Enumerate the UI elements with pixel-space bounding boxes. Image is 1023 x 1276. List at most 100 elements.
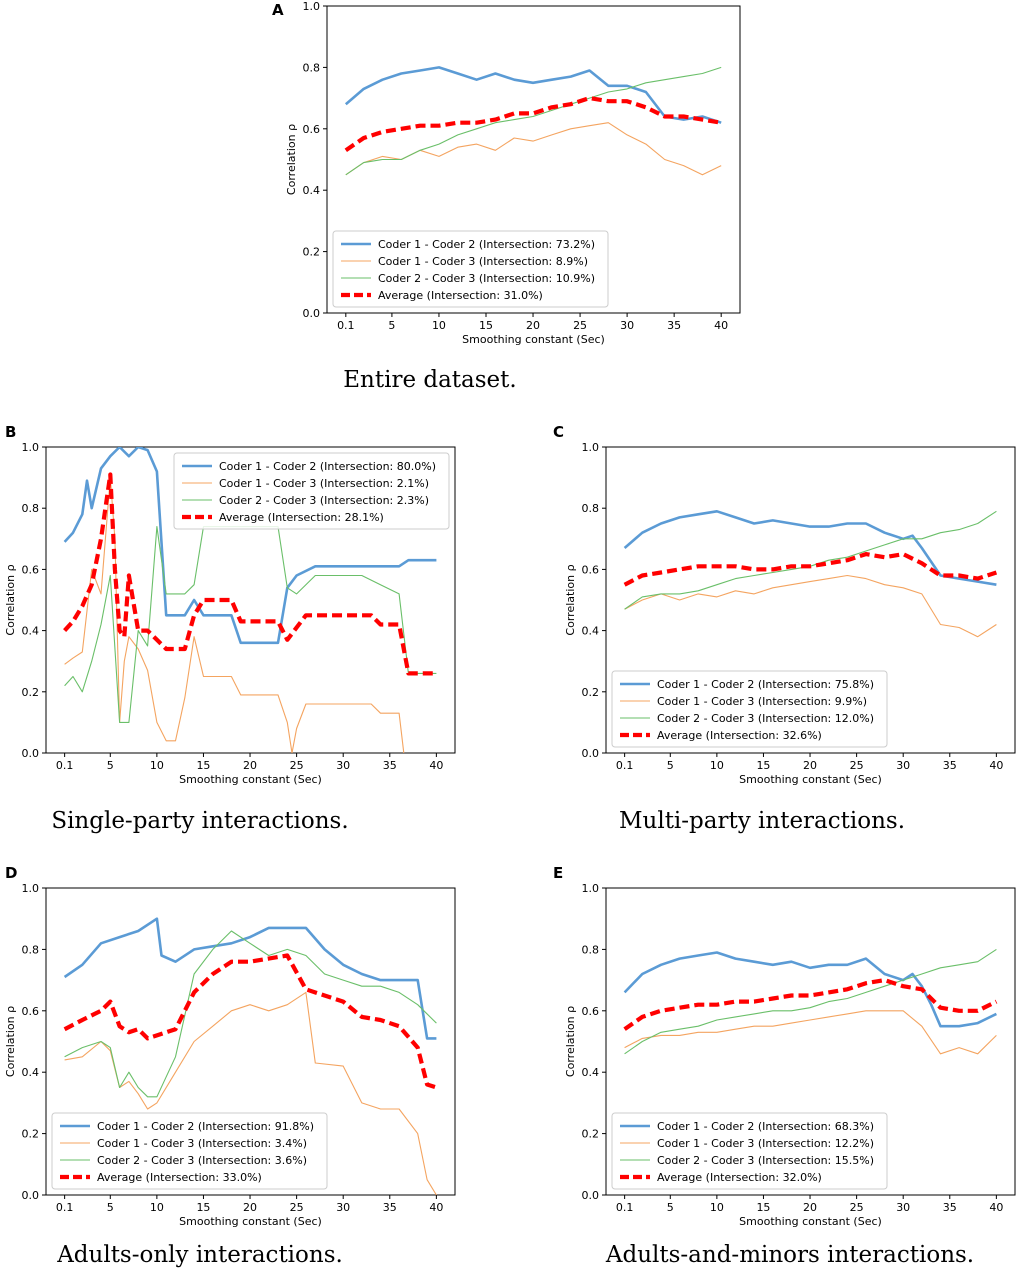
x-axis-label: Smoothing constant (Sec): [462, 333, 605, 346]
panel-E: 0.1 5 10 15 20 25 30 35 40 0.0 0.2 0.4 0.6 0.8 1.0 Smoo…: [553, 864, 1016, 1268]
x-tick-label: 0.1: [337, 319, 355, 332]
legend: Coder 1 - Coder 2 (Intersection: 75.8%) C…: [611, 670, 888, 748]
x-tick-label: 35: [943, 1201, 957, 1214]
y-tick-label: 0.6: [582, 563, 600, 576]
x-tick-label: 30: [620, 319, 634, 332]
legend-label-c12: Coder 1 - Coder 2 (Intersection: 68.3%): [657, 1120, 874, 1133]
legend-box: [611, 1112, 888, 1190]
y-tick-label: 0.6: [303, 123, 321, 136]
y-tick-label: 0.8: [22, 502, 40, 515]
series-group: [623, 948, 998, 1055]
panel-caption: Multi-party interactions.: [619, 808, 905, 834]
series-line-c12: [63, 917, 437, 1040]
series-line-c12: [344, 66, 722, 124]
x-tick-label: 40: [714, 319, 728, 332]
x-tick-label: 25: [850, 1201, 864, 1214]
legend-label-c12: Coder 1 - Coder 2 (Intersection: 91.8%): [97, 1120, 314, 1133]
y-tick-label: 0.2: [303, 246, 321, 259]
panel-B: 0.1 5 10 15 20 25 30 35 40 0.0 0.2 0.4 0.6 0.8 1.0 Smoo…: [4, 423, 456, 834]
y-tick-label: 0.8: [303, 61, 321, 74]
legend: Coder 1 - Coder 2 (Intersection: 68.3%) C…: [611, 1112, 888, 1190]
legend-label-c23: Coder 2 - Coder 3 (Intersection: 3.6%): [97, 1154, 307, 1167]
y-tick-label: 0.6: [22, 563, 40, 576]
panel-letter: D: [5, 864, 17, 882]
panel-C: 0.1 5 10 15 20 25 30 35 40 0.0 0.2 0.4 0.6 0.8 1.0 Smoo…: [553, 423, 1016, 834]
y-tick-label: 1.0: [582, 882, 600, 895]
panel-A: 0.1 5 10 15 20 25 30 35 40 0.0 0.2 0.4 0.6 0.8 1.0 Smoo…: [272, 0, 741, 393]
x-tick-label: 15: [479, 319, 493, 332]
x-tick-label: 30: [336, 1201, 350, 1214]
series-group: [63, 917, 438, 1195]
series-line-c12: [623, 509, 997, 586]
x-tick-label: 20: [243, 1201, 257, 1214]
x-tick-label: 10: [432, 319, 446, 332]
x-axis-label: Smoothing constant (Sec): [179, 1215, 322, 1228]
legend-box: [173, 452, 450, 530]
x-tick-label: 40: [989, 1201, 1003, 1214]
series-group: [344, 66, 722, 176]
x-tick-label: 25: [290, 1201, 304, 1214]
series-line-c23: [624, 948, 997, 1055]
y-tick-label: 0.2: [582, 686, 600, 699]
legend-label-c13: Coder 1 - Coder 3 (Intersection: 8.9%): [378, 255, 588, 268]
panel-letter: A: [272, 1, 284, 19]
x-tick-label: 20: [243, 759, 257, 772]
x-tick-label: 5: [107, 759, 114, 772]
y-tick-label: 0.0: [22, 1189, 40, 1202]
x-tick-label: 10: [150, 759, 164, 772]
x-tick-label: 40: [429, 759, 443, 772]
legend-label-c12: Coder 1 - Coder 2 (Intersection: 73.2%): [378, 238, 595, 251]
y-tick-label: 0.2: [582, 1128, 600, 1141]
x-tick-label: 30: [896, 759, 910, 772]
y-tick-label: 1.0: [582, 441, 600, 454]
panel-letter: C: [553, 423, 564, 441]
panel-caption: Adults-and-minors interactions.: [605, 1242, 974, 1268]
series-line-c12: [63, 447, 437, 645]
series-line-avg: [63, 953, 438, 1090]
y-tick-label: 0.4: [582, 625, 600, 638]
x-tick-label: 35: [383, 759, 397, 772]
y-tick-label: 0.2: [22, 686, 40, 699]
x-tick-label: 0.1: [616, 759, 634, 772]
legend-label-avg: Average (Intersection: 31.0%): [378, 289, 543, 302]
x-axis-label: Smoothing constant (Sec): [179, 773, 322, 786]
legend-label-c13: Coder 1 - Coder 3 (Intersection: 2.1%): [219, 477, 429, 490]
legend-label-c12: Coder 1 - Coder 2 (Intersection: 80.0%): [219, 460, 436, 473]
series-line-avg: [623, 977, 998, 1031]
panel-letter: E: [553, 864, 563, 882]
x-tick-label: 5: [667, 1201, 674, 1214]
y-axis-label: Correlation ρ: [285, 124, 298, 195]
x-tick-label: 30: [336, 759, 350, 772]
x-tick-label: 20: [803, 1201, 817, 1214]
y-tick-label: 0.6: [582, 1005, 600, 1018]
series-line-avg: [623, 551, 998, 587]
legend-label-c23: Coder 2 - Coder 3 (Intersection: 2.3%): [219, 494, 429, 507]
x-tick-label: 35: [383, 1201, 397, 1214]
panel-caption: Single-party interactions.: [51, 808, 348, 834]
x-tick-label: 0.1: [616, 1201, 634, 1214]
legend-label-c23: Coder 2 - Coder 3 (Intersection: 10.9%): [378, 272, 595, 285]
y-tick-label: 0.0: [303, 307, 321, 320]
legend-label-c23: Coder 2 - Coder 3 (Intersection: 12.0%): [657, 712, 874, 725]
y-tick-label: 0.8: [582, 943, 600, 956]
x-tick-label: 5: [388, 319, 395, 332]
legend-label-avg: Average (Intersection: 28.1%): [219, 511, 384, 524]
y-tick-label: 1.0: [22, 882, 40, 895]
series-group: [623, 509, 998, 638]
y-tick-label: 0.0: [582, 1189, 600, 1202]
series-line-c23: [345, 66, 722, 176]
y-tick-label: 0.2: [22, 1128, 40, 1141]
x-tick-label: 15: [756, 759, 770, 772]
x-tick-label: 25: [290, 759, 304, 772]
x-tick-label: 10: [710, 759, 724, 772]
x-tick-label: 25: [573, 319, 587, 332]
legend-label-c13: Coder 1 - Coder 3 (Intersection: 3.4%): [97, 1137, 307, 1150]
y-tick-label: 0.8: [582, 502, 600, 515]
x-tick-label: 5: [667, 759, 674, 772]
y-tick-label: 1.0: [303, 0, 321, 13]
x-tick-label: 25: [850, 759, 864, 772]
x-tick-label: 10: [150, 1201, 164, 1214]
y-tick-label: 0.4: [582, 1066, 600, 1079]
y-axis-label: Correlation ρ: [4, 1006, 17, 1077]
legend: Coder 1 - Coder 2 (Intersection: 73.2%) C…: [332, 230, 609, 308]
